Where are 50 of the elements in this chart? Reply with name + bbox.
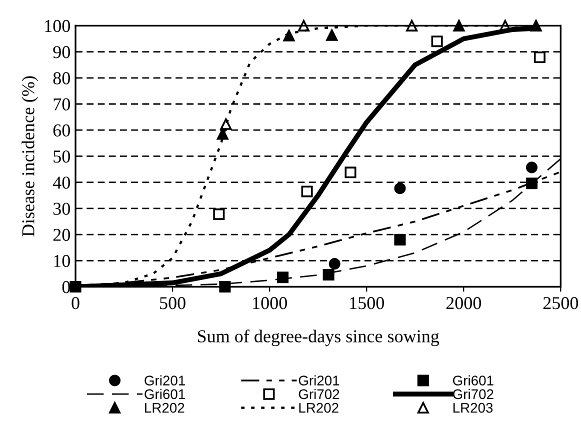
point: [534, 52, 546, 64]
point: [301, 186, 313, 198]
point: [406, 20, 418, 32]
y-tick-label: 50: [54, 150, 70, 163]
point: [70, 280, 82, 293]
x-tick-label: 1000: [253, 297, 287, 310]
point: [453, 20, 465, 32]
y-axis-title: Disease incidence (%): [22, 76, 38, 236]
x-tick-label: 500: [160, 297, 186, 310]
y-tick-label: 30: [53, 202, 70, 215]
point: [283, 30, 295, 42]
point: [213, 208, 225, 220]
y-tick-label: 80: [53, 72, 70, 84]
point: [322, 268, 334, 281]
x-axis-title: Sum of degree-days since sowing: [198, 330, 440, 346]
point: [216, 128, 228, 140]
point: [326, 29, 338, 41]
point: [394, 182, 406, 194]
x-tick-label: 2500: [543, 297, 578, 310]
point: [220, 118, 232, 130]
legend-label: Gri601: [144, 388, 185, 400]
legend-label: LR202: [299, 402, 338, 413]
y-tick-label: 0: [62, 281, 70, 294]
y-tick-label: 70: [54, 98, 70, 110]
point: [298, 20, 310, 32]
point: [394, 234, 406, 246]
x-tick-label: 2000: [446, 297, 482, 310]
point: [530, 20, 542, 32]
y-tick-label: 90: [53, 46, 70, 58]
y-tick-label: 10: [54, 254, 70, 268]
point: [431, 36, 443, 48]
point: [526, 178, 538, 190]
legend-label: LR202: [145, 402, 184, 413]
legend-label: LR203: [453, 402, 493, 413]
point: [328, 258, 340, 270]
point: [526, 162, 538, 174]
y-tick-label: 40: [52, 176, 70, 189]
x-tick-label: 1500: [350, 297, 384, 310]
point: [219, 280, 231, 293]
legend-label: Gri702: [453, 388, 494, 400]
y-tick-label: 20: [53, 228, 70, 241]
legend-label: Gri702: [298, 388, 340, 400]
legend-label: Gri201: [298, 375, 340, 386]
point: [344, 166, 356, 178]
legend-label: Gri601: [453, 375, 494, 386]
y-tick-label: 100: [45, 20, 70, 32]
point: [277, 272, 289, 284]
y-tick-label: 60: [53, 124, 70, 137]
legend-label: Gri201: [144, 375, 185, 386]
x-tick-label: 0: [72, 297, 80, 310]
